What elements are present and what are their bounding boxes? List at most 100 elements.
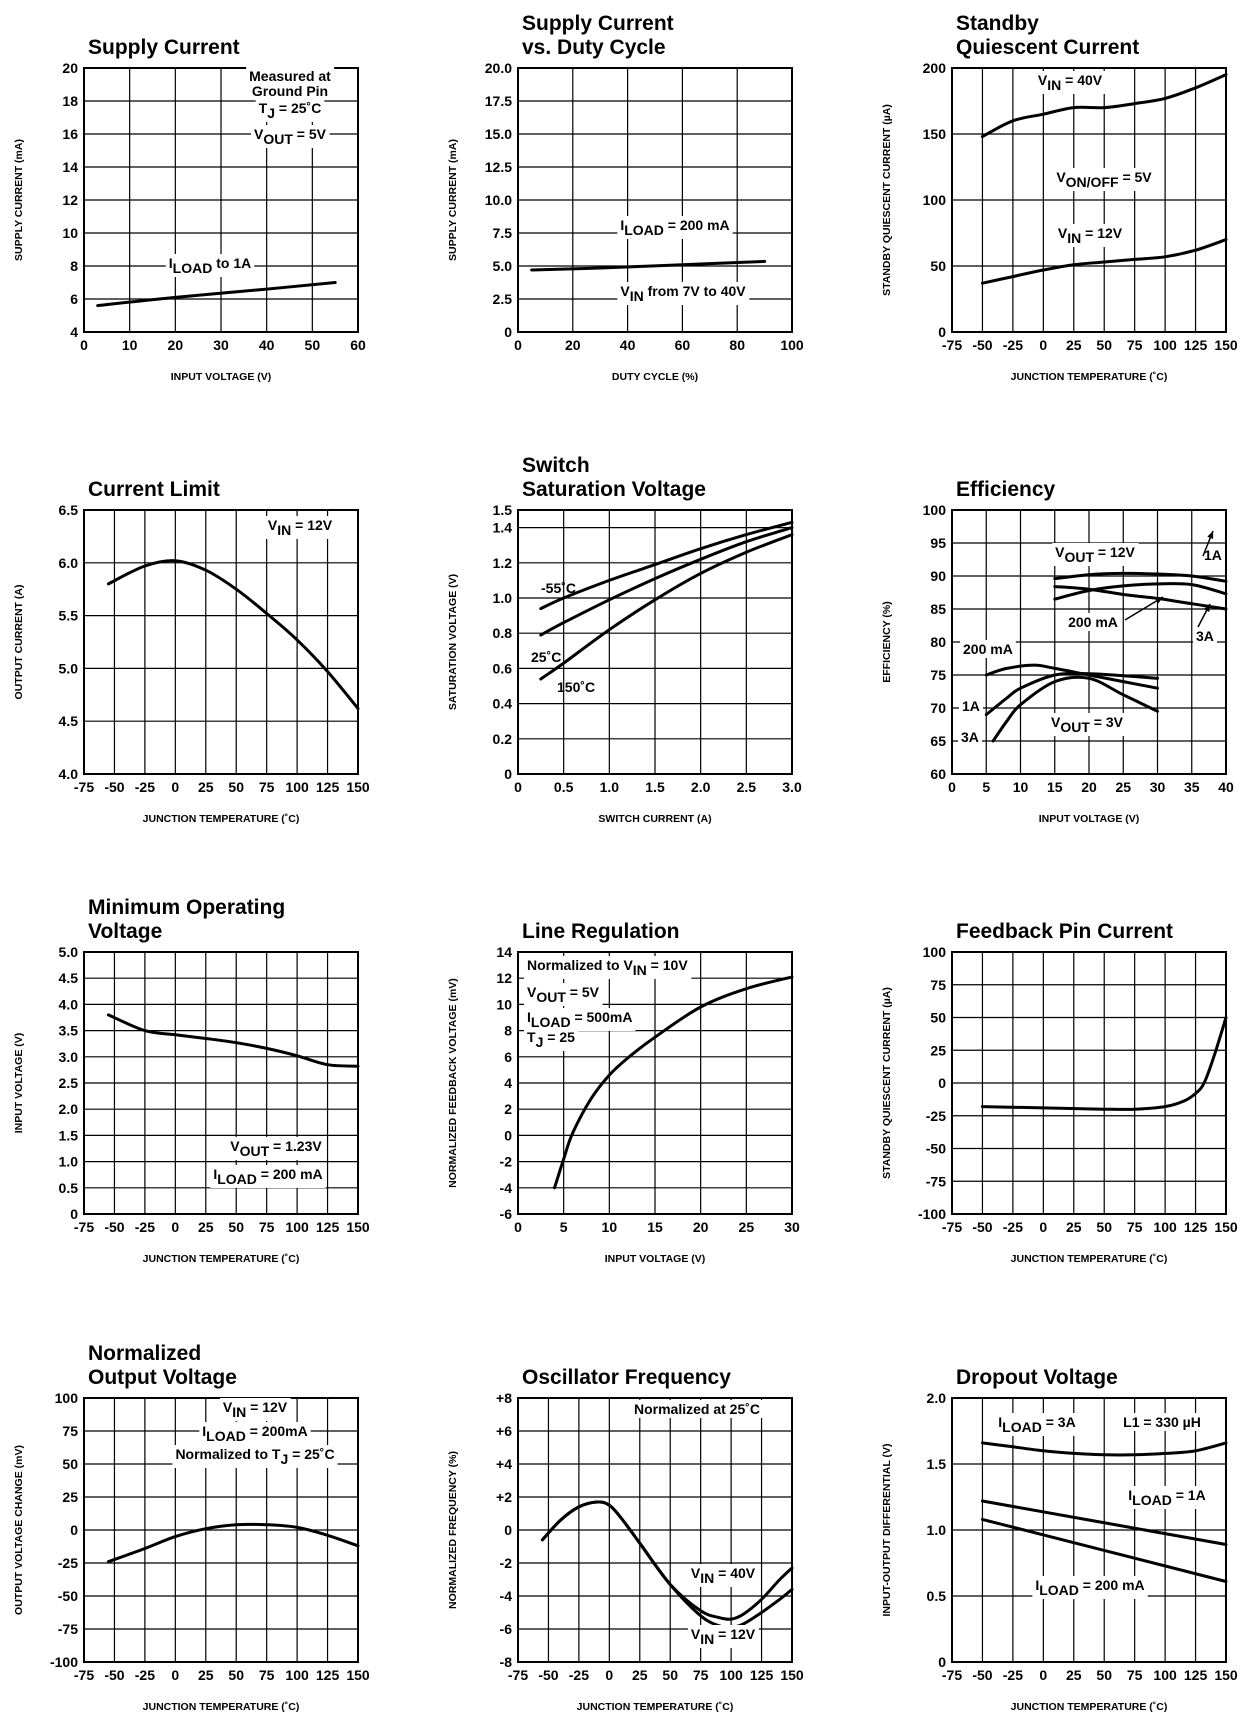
y-tick-label: 0.8 xyxy=(493,625,513,641)
annotation-subscript: J xyxy=(267,105,275,121)
chart-title: Switch xyxy=(522,454,590,477)
chart-title: Supply Current xyxy=(88,36,240,59)
annotation-text: 25˚C xyxy=(531,649,561,665)
annotation: 1A xyxy=(962,698,980,714)
x-tick-label: 125 xyxy=(316,1667,340,1683)
annotation-background xyxy=(958,728,982,746)
x-tick-label: 150 xyxy=(346,1667,370,1683)
y-tick-label: 1.4 xyxy=(493,520,513,536)
y-axis-label: STANDBY QUIESCENT CURRENT (µA) xyxy=(881,104,893,296)
x-axis-label: JUNCTION TEMPERATURE (˚C) xyxy=(1011,371,1168,383)
series-line xyxy=(980,238,1228,285)
annotation-subscript: LOAD xyxy=(1132,1492,1172,1508)
x-tick-label: 80 xyxy=(729,337,745,353)
x-tick-label: 75 xyxy=(1127,1667,1143,1683)
annotation-subscript: LOAD xyxy=(1039,1582,1079,1598)
x-axis-label: DUTY CYCLE (%) xyxy=(612,371,698,383)
grid xyxy=(83,509,359,775)
annotation-subscript: ON/OFF xyxy=(1066,174,1119,190)
x-axis-label: JUNCTION TEMPERATURE (˚C) xyxy=(577,1701,734,1713)
y-tick-label: 25 xyxy=(62,1489,78,1505)
annotation: VOUT = 5V xyxy=(527,984,600,1005)
y-tick-label: 0.4 xyxy=(493,696,513,712)
annotation-suffix: = 5V xyxy=(1119,169,1153,185)
y-tick-label: 90 xyxy=(930,568,946,584)
x-tick-label: 0 xyxy=(514,779,522,795)
annotation-text: I xyxy=(998,1414,1002,1430)
annotation: 3A xyxy=(961,729,979,745)
annotation-subscript: OUT xyxy=(1064,549,1094,565)
x-tick-label: 75 xyxy=(1127,337,1143,353)
chart-title: Oscillator Frequency xyxy=(522,1366,731,1389)
y-tick-label: 0.2 xyxy=(493,731,513,747)
annotation-text: V xyxy=(1058,225,1068,241)
annotation: VIN = 12V xyxy=(1058,225,1123,246)
y-tick-label: 75 xyxy=(930,977,946,993)
y-tick-label: -2 xyxy=(500,1154,513,1170)
x-axis-label: SWITCH CURRENT (A) xyxy=(598,813,711,825)
x-tick-label: 30 xyxy=(213,337,229,353)
y-tick-label: 6 xyxy=(504,1049,512,1065)
x-tick-label: 50 xyxy=(228,1219,244,1235)
annotation: ILOAD to 1A xyxy=(169,255,251,276)
annotation-background xyxy=(524,983,603,1006)
annotation-text: V xyxy=(527,984,537,1000)
x-tick-label: 150 xyxy=(1214,337,1238,353)
x-tick-label: -25 xyxy=(135,779,155,795)
annotation-background xyxy=(1032,1576,1148,1599)
series-line xyxy=(539,526,794,637)
x-axis-label: JUNCTION TEMPERATURE (˚C) xyxy=(143,813,300,825)
annotation-text: T xyxy=(527,1029,536,1045)
chart-6: Efficiency 0 5 10 15 20 25 30 35 40 60 65 70 75 80 85 90… xyxy=(881,478,1234,825)
annotation-background xyxy=(1193,627,1217,645)
x-tick-label: 150 xyxy=(346,1219,370,1235)
y-tick-label: 16 xyxy=(62,126,78,142)
x-tick-label: 0 xyxy=(171,1219,179,1235)
x-tick-label: 0 xyxy=(80,337,88,353)
annotation-suffix: = 25 xyxy=(543,1029,575,1045)
x-tick-label: 50 xyxy=(1096,1667,1112,1683)
annotation: VOUT = 5V xyxy=(254,126,327,147)
x-tick-label: 60 xyxy=(350,337,366,353)
annotation: Normalized at 25˚C xyxy=(634,1401,760,1417)
annotation-subscript: IN xyxy=(700,1570,714,1586)
y-tick-label: -100 xyxy=(918,1206,946,1222)
y-tick-label: 10 xyxy=(62,225,78,241)
y-tick-label: 18 xyxy=(62,93,78,109)
plot-frame xyxy=(517,1397,793,1663)
x-axis-label: JUNCTION TEMPERATURE (˚C) xyxy=(143,1701,300,1713)
annotation-background xyxy=(687,1564,759,1587)
x-tick-label: 125 xyxy=(750,1667,774,1683)
annotation: ILOAD = 200mA xyxy=(202,1423,307,1444)
x-axis-label: INPUT VOLTAGE (V) xyxy=(605,1253,706,1265)
annotation-suffix: = 3V xyxy=(1090,714,1124,730)
y-tick-label: +2 xyxy=(496,1489,512,1505)
y-tick-label: +6 xyxy=(496,1423,512,1439)
y-tick-label: 6.0 xyxy=(59,555,79,571)
annotation-suffix: = 12V xyxy=(1081,225,1123,241)
annotation: 25˚C xyxy=(531,649,561,665)
annotation-text: 1A xyxy=(962,698,980,714)
annotation-text: V xyxy=(268,517,278,533)
y-tick-label: 200 xyxy=(923,60,947,76)
x-tick-label: -75 xyxy=(74,1219,94,1235)
chart-12: Dropout Voltage -75 -50 -25 0 25 50 75 100 125 150… xyxy=(881,1366,1238,1713)
plot-frame xyxy=(517,951,793,1215)
chart-9: Feedback Pin Current -75 -50 -25 0 25 50 75 100 1… xyxy=(881,920,1238,1265)
annotation-background xyxy=(1120,1413,1204,1431)
annotation-text: V xyxy=(230,1138,240,1154)
chart-title: Minimum Operating xyxy=(88,896,285,919)
series-line xyxy=(540,1500,794,1621)
chart-title: Line Regulation xyxy=(522,920,680,943)
y-tick-label: 95 xyxy=(930,535,946,551)
x-tick-label: -50 xyxy=(972,337,992,353)
chart-title: Voltage xyxy=(88,920,162,943)
annotation-suffix: = 200 mA xyxy=(257,1166,323,1182)
series-line xyxy=(553,975,794,1190)
y-tick-label: 0 xyxy=(504,324,512,340)
y-tick-label: 2.5 xyxy=(493,291,513,307)
x-tick-label: 50 xyxy=(228,1667,244,1683)
y-tick-label: -25 xyxy=(926,1108,946,1124)
y-axis-label: SATURATION VOLTAGE (V) xyxy=(447,574,459,710)
y-tick-label: -75 xyxy=(926,1173,946,1189)
